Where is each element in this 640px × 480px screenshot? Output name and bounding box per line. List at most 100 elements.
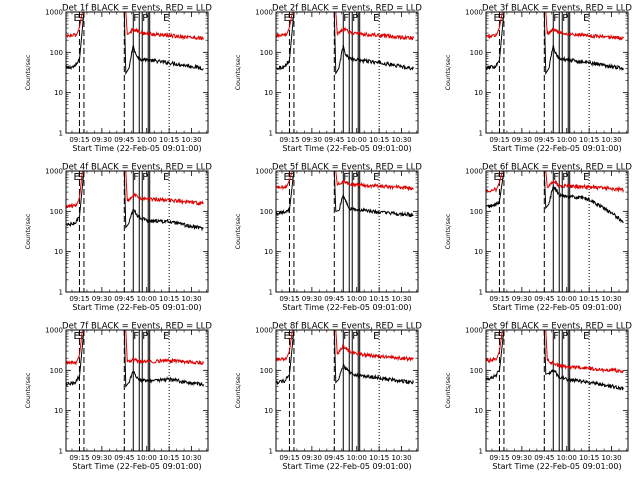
x-axis-label: Start Time (22-Feb-05 09:01:00) [492,462,621,471]
series-line-events [276,12,414,76]
y-axis-label: Counts/sec [444,372,452,408]
y-axis-label: Counts/sec [444,213,452,249]
x-tick-label: 10:00 [137,295,157,303]
y-tick-label: 10 [54,407,63,415]
x-tick-label: 10:00 [347,454,367,462]
x-tick-label: 09:30 [302,295,322,303]
marker-label: E [163,172,169,183]
x-axis-label: Start Time (22-Feb-05 09:01:00) [72,462,201,471]
x-tick-label: 09:30 [92,454,112,462]
panel-det-3: Det 3f BLACK = Events, RED = LLD Counts/s… [444,4,632,154]
x-tick-label: 10:00 [347,136,367,144]
series-line-events [276,171,414,218]
y-tick-label: 1 [269,448,273,456]
y-axis-label: Counts/sec [24,213,32,249]
x-axis-label: Start Time (22-Feb-05 09:01:00) [72,144,201,153]
y-axis-label: Counts/sec [24,372,32,408]
marker-label: E [373,172,379,183]
x-tick-label: 10:15 [159,454,179,462]
y-axis-label: Counts/sec [234,372,242,408]
y-tick-label: 1 [59,289,63,297]
marker-label: P [352,331,358,342]
plot-frame [485,11,629,134]
panel-det-7: Det 7f BLACK = Events, RED = LLD Counts/s… [24,322,212,472]
series-line-events [486,12,624,76]
y-tick-label: 1 [269,130,273,138]
x-tick-label: 10:30 [601,454,621,462]
x-axis-label: Start Time (22-Feb-05 09:01:00) [72,303,201,312]
plot-frame [65,329,209,452]
panel-title: Det 5f BLACK = Events, RED = LLD [272,163,422,173]
x-tick-label: 10:00 [557,295,577,303]
y-tick-label: 100 [260,49,273,57]
series-line-lld [486,330,624,374]
marker-label: F [343,331,349,342]
x-tick-label: 10:15 [579,454,599,462]
series-line-lld [486,171,624,194]
marker-label: E [493,13,499,24]
series-line-lld [66,12,204,41]
panel-det-5: Det 5f BLACK = Events, RED = LLD Counts/s… [234,163,422,313]
marker-label: E [283,172,289,183]
y-tick-label: 10 [474,89,483,97]
marker-label: E [163,331,169,342]
y-tick-label: 1 [479,130,483,138]
x-axis-label: Start Time (22-Feb-05 09:01:00) [282,144,411,153]
y-tick-label: 10 [264,89,273,97]
series-line-events [486,330,624,391]
plot-frame [65,170,209,293]
marker-label: S [78,331,84,342]
marker-label: E [73,172,79,183]
y-tick-label: 100 [50,208,63,216]
y-tick-label: 1 [59,448,63,456]
y-tick-label: 100 [50,49,63,57]
marker-label: P [142,13,148,24]
y-tick-label: 1000 [45,327,63,335]
y-tick-label: 1000 [45,9,63,17]
marker-label: E [163,13,169,24]
x-tick-label: 10:30 [181,454,201,462]
y-tick-label: 10 [474,248,483,256]
panel-det-2: Det 2f BLACK = Events, RED = LLD Counts/s… [234,4,422,154]
y-tick-label: 1000 [255,168,273,176]
panel-title: Det 8f BLACK = Events, RED = LLD [272,322,422,332]
series-line-events [66,12,204,76]
x-tick-label: 09:45 [114,454,134,462]
x-tick-label: 09:30 [512,454,532,462]
x-tick-label: 10:15 [369,136,389,144]
panel-title: Det 3f BLACK = Events, RED = LLD [482,4,632,14]
x-tick-label: 10:30 [391,454,411,462]
x-tick-label: 10:00 [137,454,157,462]
x-tick-label: 10:30 [601,136,621,144]
y-tick-label: 100 [470,367,483,375]
x-tick-label: 09:15 [279,136,299,144]
marker-label: E [583,172,589,183]
series-line-lld [276,171,414,192]
x-tick-label: 10:15 [579,295,599,303]
x-tick-label: 09:15 [489,295,509,303]
marker-label: F [553,13,559,24]
marker-label: E [493,331,499,342]
marker-label: S [78,172,84,183]
x-tick-label: 10:30 [181,295,201,303]
x-tick-label: 09:45 [534,454,554,462]
x-tick-label: 09:45 [324,295,344,303]
marker-label: P [562,172,568,183]
marker-label: E [283,331,289,342]
marker-label: E [73,13,79,24]
y-tick-label: 1000 [45,168,63,176]
panel-title: Det 6f BLACK = Events, RED = LLD [482,163,632,173]
panel-title: Det 1f BLACK = Events, RED = LLD [62,4,212,14]
x-tick-label: 09:15 [69,136,89,144]
marker-label: F [133,172,139,183]
marker-label: P [142,331,148,342]
plot-frame [65,11,209,134]
plot-frame [275,170,419,293]
series-line-lld [66,330,204,366]
marker-label: F [343,172,349,183]
x-tick-label: 09:45 [534,136,554,144]
x-axis-label: Start Time (22-Feb-05 09:01:00) [282,303,411,312]
panel-title: Det 2f BLACK = Events, RED = LLD [272,4,422,14]
y-tick-label: 1 [479,448,483,456]
